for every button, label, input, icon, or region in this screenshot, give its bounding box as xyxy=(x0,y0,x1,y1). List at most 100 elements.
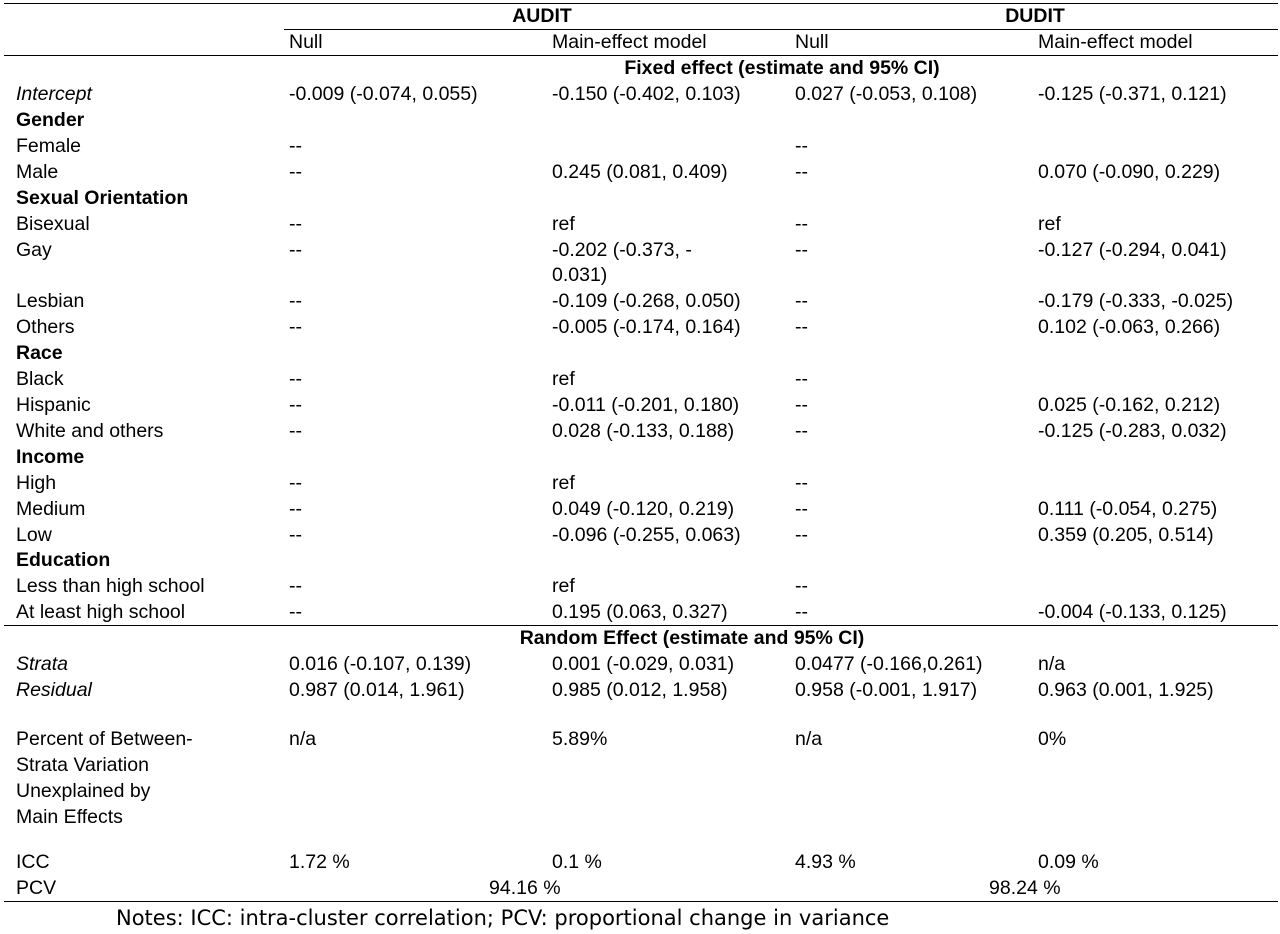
row-label: Male xyxy=(16,161,59,183)
cell: -0.109 (-0.268, 0.050) xyxy=(552,290,741,312)
cell: -- xyxy=(795,575,808,597)
cell: 0.1 % xyxy=(552,851,602,873)
cell: ref xyxy=(552,368,575,390)
audit-main-header: Main-effect model xyxy=(552,31,707,53)
cell: -- xyxy=(795,420,808,442)
cell: -- xyxy=(289,135,302,157)
cell: ref xyxy=(552,575,575,597)
cell: -0.096 (-0.255, 0.063) xyxy=(552,524,741,546)
cell: 0.987 (0.014, 1.961) xyxy=(289,679,465,701)
row-label: Residual xyxy=(16,679,92,701)
cell: -- xyxy=(289,316,302,338)
cell: n/a xyxy=(795,728,823,750)
cell: 0.359 (0.205, 0.514) xyxy=(1038,524,1214,546)
cell: 0.001 (-0.029, 0.031) xyxy=(552,653,735,675)
row-label: Black xyxy=(16,368,64,390)
row-label: Low xyxy=(16,524,52,546)
cell: ref xyxy=(552,472,575,494)
row-label: Less than high school xyxy=(16,575,205,597)
cell: -- xyxy=(795,368,808,390)
cell: n/a xyxy=(289,728,317,750)
cell: -- xyxy=(289,524,302,546)
cell: 0.028 (-0.133, 0.188) xyxy=(552,420,735,442)
cell: -- xyxy=(795,394,808,416)
row-label: Strata xyxy=(16,653,69,675)
cell-continuation: 0.031) xyxy=(552,264,608,286)
cell: 0.016 (-0.107, 0.139) xyxy=(289,653,472,675)
cell: -- xyxy=(289,498,302,520)
row-label: PCV xyxy=(16,877,57,899)
row-label: Intercept xyxy=(16,83,92,105)
audit-null-header: Null xyxy=(289,31,323,53)
fixed-effect-heading: Fixed effect (estimate and 95% CI) xyxy=(624,57,940,79)
cell: -- xyxy=(795,290,808,312)
cell: -0.125 (-0.371, 0.121) xyxy=(1038,83,1227,105)
group-heading: Gender xyxy=(16,109,85,131)
cell: -- xyxy=(289,420,302,442)
row-label: Others xyxy=(16,316,75,338)
cell: -- xyxy=(289,161,302,183)
cell: 1.72 % xyxy=(289,851,350,873)
row-label-line: Strata Variation xyxy=(16,754,149,776)
cell: -- xyxy=(795,601,808,623)
cell: -- xyxy=(289,472,302,494)
cell: -- xyxy=(289,239,302,261)
cell: 0.111 (-0.054, 0.275) xyxy=(1038,498,1218,520)
top-rule xyxy=(4,3,1278,4)
row-label: Lesbian xyxy=(16,290,85,312)
cell: -- xyxy=(795,135,808,157)
cell: -- xyxy=(289,290,302,312)
cell: 0.102 (-0.063, 0.266) xyxy=(1038,316,1221,338)
cell: -- xyxy=(795,498,808,520)
table-notes: Notes: ICC: intra-cluster correlation; P… xyxy=(116,906,890,930)
cell: -0.011 (-0.201, 0.180) xyxy=(552,394,740,416)
cell: -0.005 (-0.174, 0.164) xyxy=(552,316,741,338)
cell: -- xyxy=(289,601,302,623)
cell: -- xyxy=(289,575,302,597)
cell: -- xyxy=(795,161,808,183)
group-heading: Education xyxy=(16,549,111,571)
cell: 0.963 (0.001, 1.925) xyxy=(1038,679,1214,701)
cell: -- xyxy=(289,213,302,235)
row-label: Medium xyxy=(16,498,86,520)
row-label: Bisexual xyxy=(16,213,90,235)
cell: 0.0477 (-0.166,0.261) xyxy=(795,653,983,675)
cell: 0% xyxy=(1038,728,1067,750)
cell: 98.24 % xyxy=(989,877,1061,899)
row-label: At least high school xyxy=(16,601,186,623)
audit-header: AUDIT xyxy=(512,5,572,27)
cell: ref xyxy=(1038,213,1061,235)
row-label: Percent of Between- xyxy=(16,728,193,750)
row-label-line: Main Effects xyxy=(16,806,123,828)
cell: -0.150 (-0.402, 0.103) xyxy=(552,83,741,105)
cell: -- xyxy=(795,316,808,338)
dudit-header: DUDIT xyxy=(1005,5,1065,27)
group-heading: Race xyxy=(16,342,63,364)
cell: 0.049 (-0.120, 0.219) xyxy=(552,498,735,520)
row-label: Hispanic xyxy=(16,394,91,416)
row-label: ICC xyxy=(16,851,50,873)
cell: n/a xyxy=(1038,653,1066,675)
cell: -- xyxy=(289,394,302,416)
cell: 0.245 (0.081, 0.409) xyxy=(552,161,728,183)
cell: -0.202 (-0.373, - xyxy=(552,239,692,261)
cell: -- xyxy=(795,472,808,494)
cell: 0.195 (0.063, 0.327) xyxy=(552,601,728,623)
cell: -- xyxy=(795,524,808,546)
row-label-line: Unexplained by xyxy=(16,780,151,802)
cell: 0.070 (-0.090, 0.229) xyxy=(1038,161,1221,183)
cell: -0.004 (-0.133, 0.125) xyxy=(1038,601,1227,623)
row-label: High xyxy=(16,472,57,494)
random-effect-heading: Random Effect (estimate and 95% CI) xyxy=(519,627,865,649)
dudit-main-header: Main-effect model xyxy=(1038,31,1193,53)
dudit-null-header: Null xyxy=(795,31,829,53)
group-heading: Sexual Orientation xyxy=(16,187,189,209)
audit-dudit-underline xyxy=(284,29,1278,30)
cell: -- xyxy=(289,368,302,390)
row-label: Gay xyxy=(16,239,52,261)
cell: 94.16 % xyxy=(489,877,561,899)
header-bottom-rule xyxy=(4,55,1278,56)
cell: 0.09 % xyxy=(1038,851,1099,873)
row-label: White and others xyxy=(16,420,164,442)
